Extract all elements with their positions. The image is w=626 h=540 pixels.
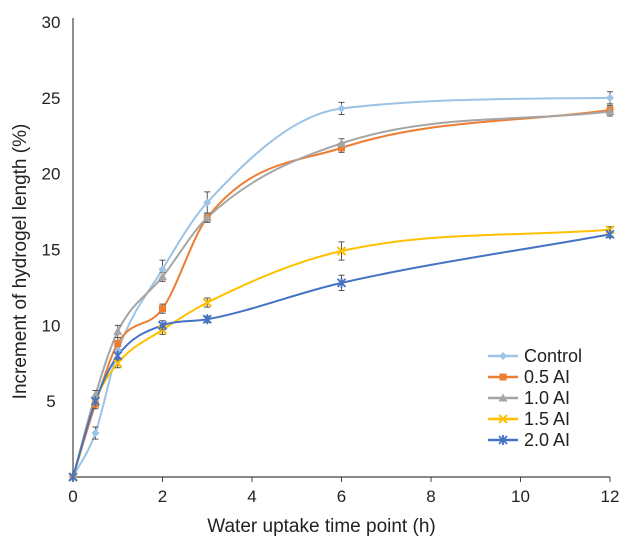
legend-marker-control xyxy=(499,352,507,360)
data-point-control xyxy=(91,429,100,438)
x-tick-label: 2 xyxy=(158,487,167,506)
data-point-1-0-ai xyxy=(158,272,167,281)
y-tick-label: 30 xyxy=(42,13,61,32)
data-point-control xyxy=(158,265,167,274)
data-point-1-0-ai xyxy=(605,106,615,115)
x-tick-label: 4 xyxy=(247,487,256,506)
x-tick-label: 6 xyxy=(337,487,346,506)
data-point-1-0-ai xyxy=(90,390,100,399)
legend-label-2-0-ai: 2.0 AI xyxy=(524,430,570,450)
data-point-1-5-ai xyxy=(336,246,347,256)
x-tick-label: 0 xyxy=(68,487,77,506)
series-line-control xyxy=(72,96,611,478)
data-point-0-5-ai xyxy=(338,144,345,152)
y-ticks: 5 10 15 20 25 30 xyxy=(42,13,61,411)
y-tick-label: 15 xyxy=(42,241,61,260)
legend-label-0-5-ai: 0.5 AI xyxy=(524,367,570,387)
data-point-2-0-ai xyxy=(605,229,615,240)
x-tick-label: 12 xyxy=(601,487,620,506)
x-tick-label: 8 xyxy=(426,487,435,506)
data-point-1-0-ai xyxy=(337,138,346,147)
data-point-control xyxy=(203,198,212,207)
data-point-2-0-ai xyxy=(68,472,78,482)
data-point-control xyxy=(606,93,614,102)
series-markers xyxy=(68,93,615,482)
data-point-2-0-ai xyxy=(202,314,212,325)
legend-marker-0-5-ai xyxy=(499,373,507,381)
legend-marker-1-0-ai xyxy=(498,393,508,402)
data-point-2-0-ai xyxy=(157,320,168,331)
data-point-2-0-ai xyxy=(90,396,101,407)
y-tick-label: 25 xyxy=(42,89,61,108)
legend-marker-2-0-ai xyxy=(498,435,508,445)
legend-marker-1-5-ai xyxy=(498,414,508,424)
legend-label-control: Control xyxy=(524,346,582,366)
y-tick-label: 20 xyxy=(42,165,61,184)
data-point-control xyxy=(337,104,346,113)
y-tick-label: 5 xyxy=(46,392,55,411)
data-point-1-0-ai xyxy=(202,213,212,222)
y-axis-label: Increment of hydrogel length (%) xyxy=(10,124,31,400)
data-point-1-5-ai xyxy=(113,358,123,368)
x-ticks: 0 2 4 6 8 10 12 xyxy=(68,477,619,506)
data-point-2-0-ai xyxy=(113,350,123,361)
legend-label-1-5-ai: 1.5 AI xyxy=(524,409,570,429)
x-tick-label: 10 xyxy=(511,487,530,506)
legend-label-1-0-ai: 1.0 AI xyxy=(524,388,570,408)
data-point-0-5-ai xyxy=(159,305,166,313)
x-axis-label: Water uptake time point (h) xyxy=(207,516,435,537)
data-point-0-5-ai xyxy=(114,340,122,348)
data-point-1-0-ai xyxy=(113,326,123,335)
data-point-1-5-ai xyxy=(202,297,212,308)
series-line-2-0-ai xyxy=(72,233,611,478)
y-tick-label: 10 xyxy=(42,316,61,335)
data-point-2-0-ai xyxy=(336,277,347,288)
